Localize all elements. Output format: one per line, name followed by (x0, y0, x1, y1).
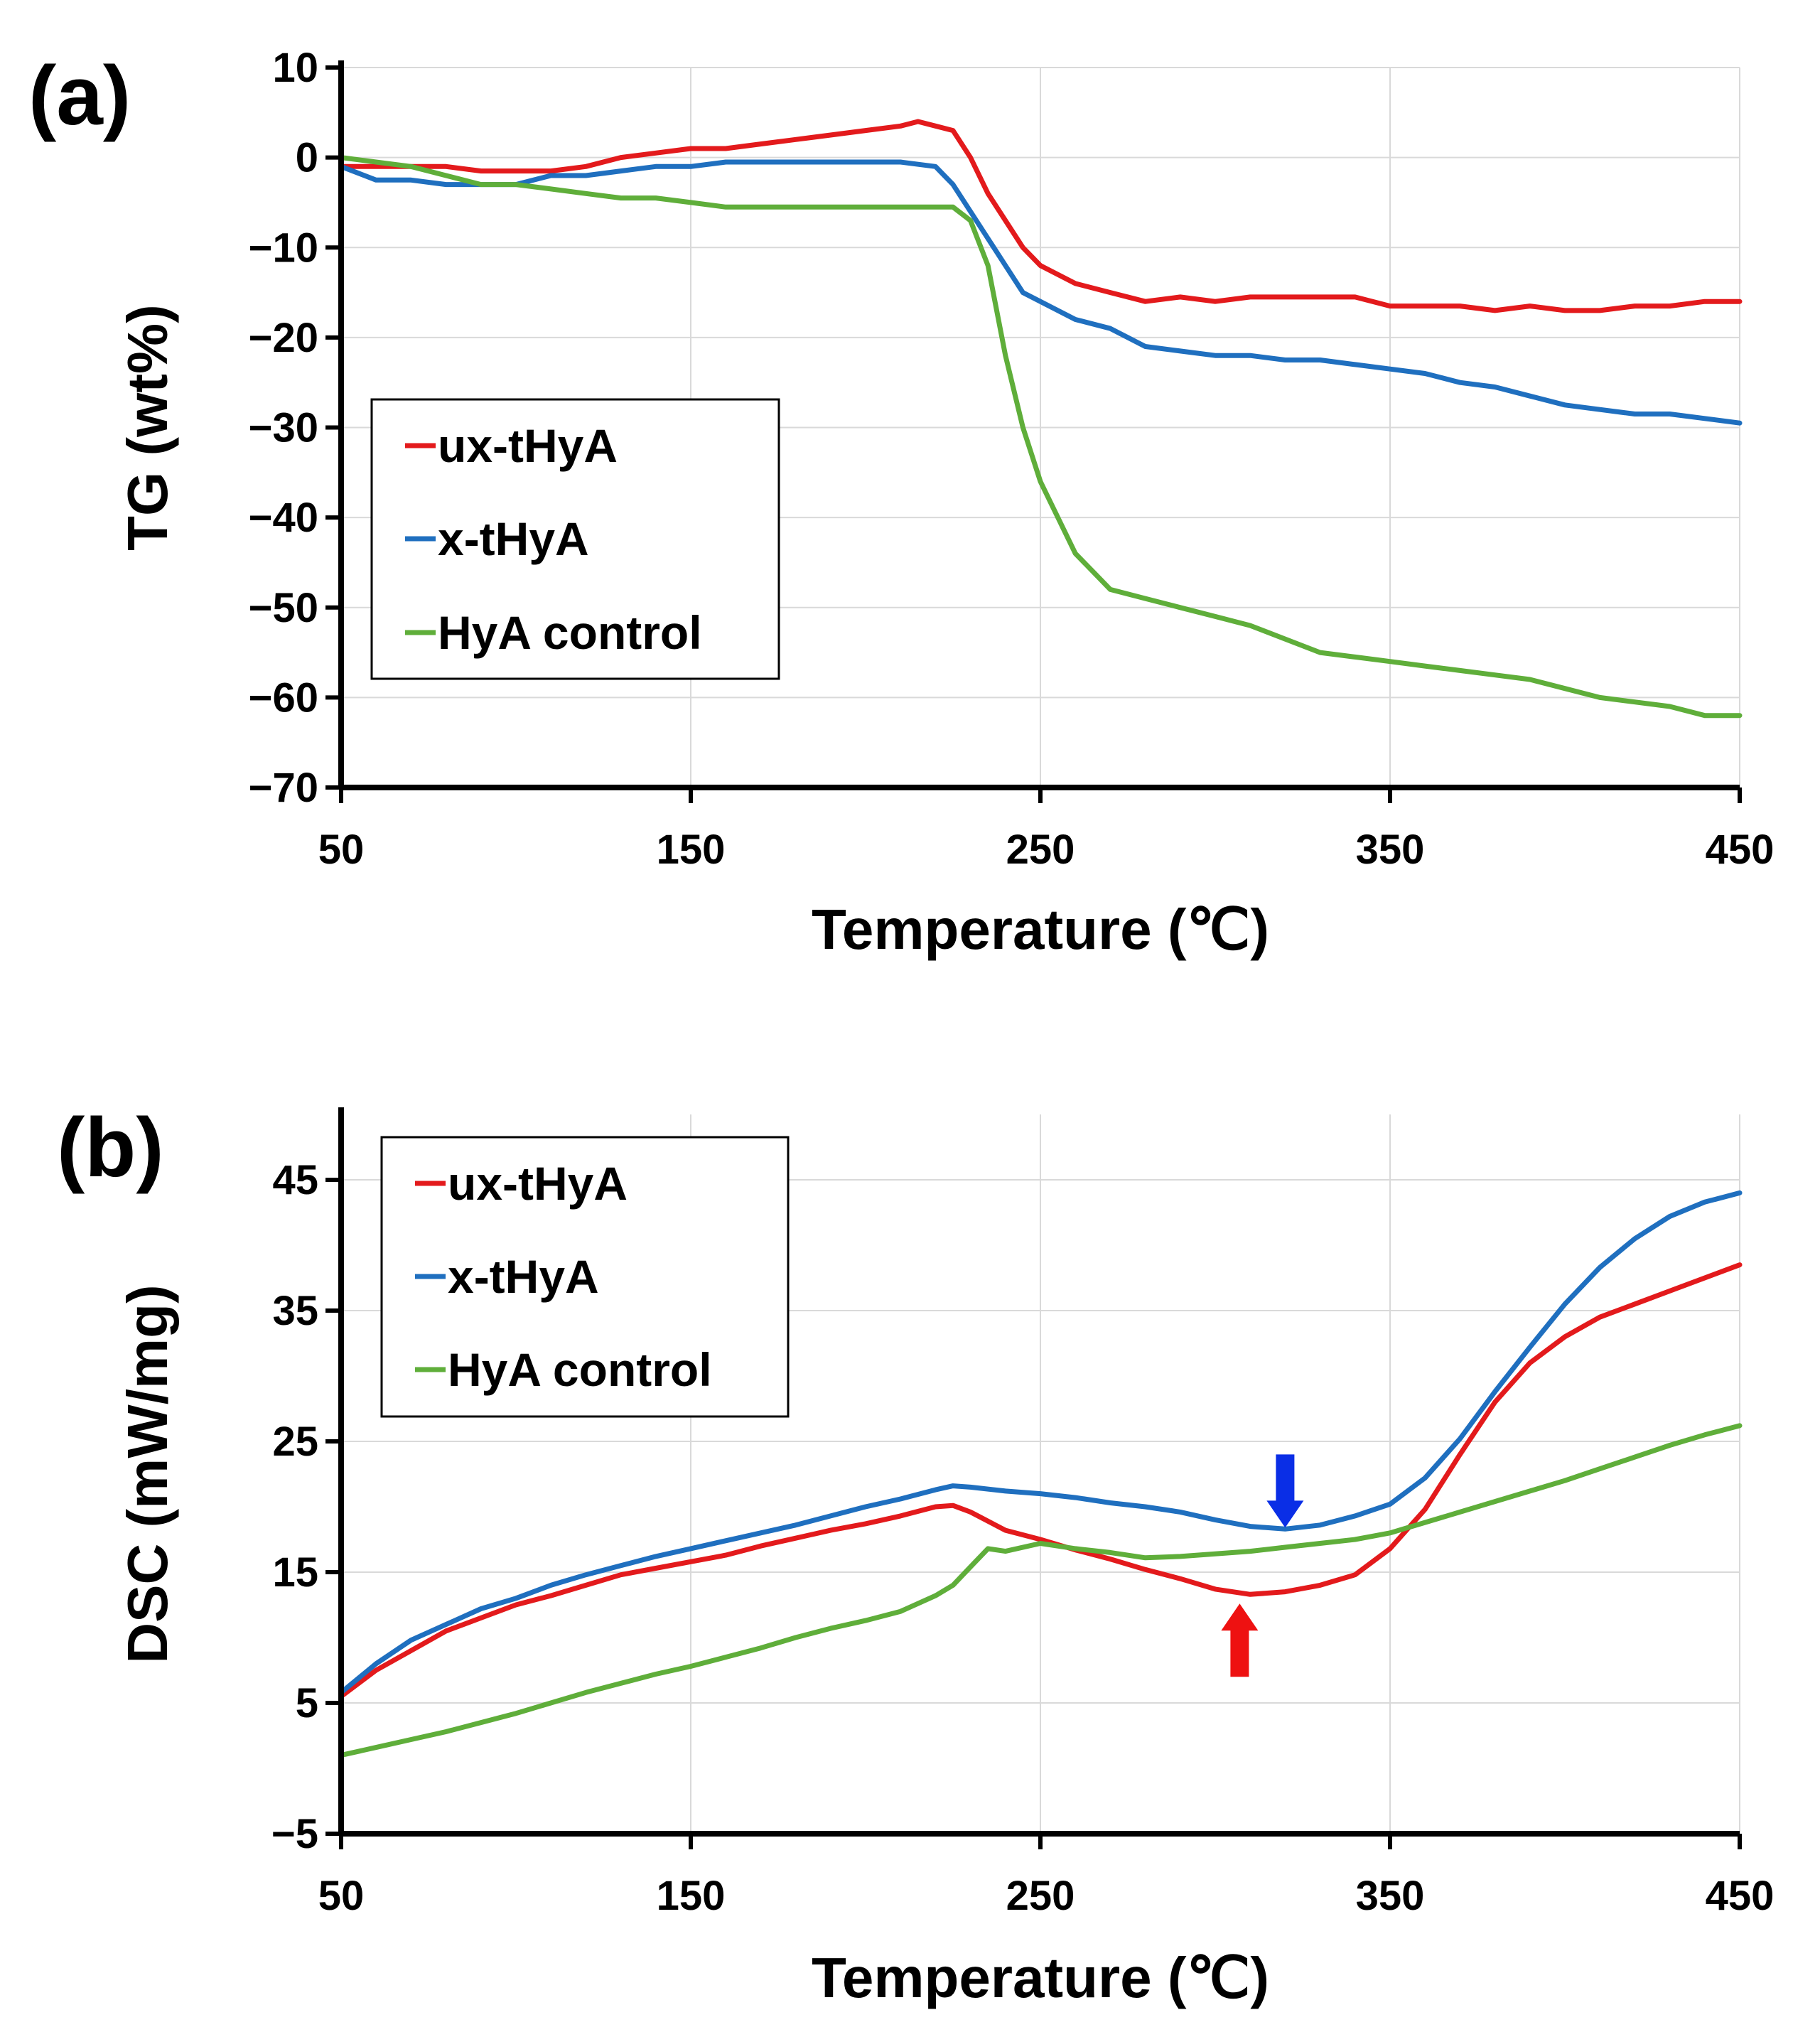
y-tick-label: −10 (249, 225, 318, 271)
y-tick-label: −40 (249, 495, 318, 541)
x-axis-title: Temperature (℃) (812, 898, 1269, 961)
x-tick-label: 450 (1706, 1873, 1775, 1919)
x-tick-label: 250 (1006, 827, 1075, 873)
y-axis-title: TG (wt%) (116, 304, 179, 551)
y-axis-title: DSC (mW/mg) (116, 1284, 179, 1663)
y-tick-label: 35 (272, 1288, 318, 1334)
legend-label: x-tHyA (438, 512, 589, 565)
legend-label: x-tHyA (448, 1250, 599, 1303)
x-tick-label: 150 (657, 1873, 726, 1919)
x-tick-label: 350 (1356, 1873, 1425, 1919)
legend: ux-tHyA x-tHyA HyA control (370, 398, 780, 680)
x-tick-label: 250 (1006, 1873, 1075, 1919)
y-tick-label: 5 (296, 1680, 318, 1726)
legend-label: HyA control (438, 606, 702, 659)
down-arrow-icon (1266, 1454, 1304, 1528)
series-line-hya-control (338, 1423, 1743, 1758)
y-tick-label: 25 (272, 1419, 318, 1465)
legend-label: HyA control (448, 1343, 712, 1396)
y-tick-label: 0 (296, 135, 318, 181)
y-tick-label: 10 (272, 45, 318, 91)
up-arrow-icon (1221, 1603, 1259, 1677)
y-tick-label: 45 (272, 1157, 318, 1203)
series-line-ux-thya (338, 119, 1743, 313)
y-tick-label: −70 (249, 765, 318, 811)
x-tick-label: 50 (318, 1873, 365, 1919)
y-tick-label: −30 (249, 405, 318, 451)
series-line-x-thya (338, 1190, 1743, 1695)
x-axis-title: Temperature (℃) (812, 1946, 1269, 2009)
y-tick-label: −5 (271, 1811, 318, 1857)
x-tick-label: 150 (657, 827, 726, 873)
x-tick-label: 450 (1706, 827, 1775, 873)
y-tick-label: −50 (249, 585, 318, 631)
legend: ux-tHyA x-tHyA HyA control (380, 1136, 790, 1418)
x-tick-label: 50 (318, 827, 365, 873)
panel-label: (a) (28, 49, 131, 143)
y-tick-label: 15 (272, 1549, 318, 1596)
legend-box (380, 1136, 790, 1418)
series-line-ux-thya (338, 1262, 1743, 1699)
legend-label: ux-tHyA (438, 419, 618, 472)
y-tick-label: −20 (249, 315, 318, 361)
chart-panel-b: 45 35 25 15 5 −550 150 250 350 450 DSC (mW/mg) Temp… (57, 1101, 1774, 2009)
legend-label: ux-tHyA (448, 1157, 628, 1210)
x-tick-label: 350 (1356, 827, 1425, 873)
y-tick-label: −60 (249, 674, 318, 721)
series-line-hya-control (338, 155, 1743, 719)
panel-label: (b) (57, 1101, 164, 1195)
series-line-x-thya (338, 159, 1743, 426)
legend-box (370, 398, 780, 680)
